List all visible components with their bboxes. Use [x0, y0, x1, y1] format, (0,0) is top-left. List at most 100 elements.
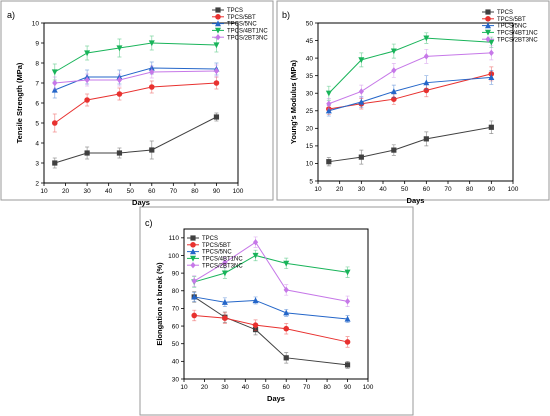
- legend-label: TPCS/4BT1NC: [497, 31, 538, 37]
- series-tpcs-5bt: [51, 76, 220, 133]
- data-point: [391, 67, 397, 74]
- data-point: [390, 88, 397, 95]
- x-axis-label: Days: [267, 394, 285, 403]
- x-tick-label: 50: [127, 188, 135, 195]
- plot-area-frame: [183, 228, 369, 380]
- x-tick-label: 90: [213, 188, 221, 195]
- data-point: [423, 53, 429, 60]
- data-point: [488, 124, 494, 130]
- data-point: [488, 74, 495, 81]
- data-point: [488, 39, 495, 46]
- legend-marker: [215, 20, 221, 27]
- series-tpcs: [326, 120, 494, 167]
- y-tick-label: 40: [306, 55, 314, 62]
- y-tick-label: 35: [306, 73, 314, 80]
- series-tpcs-2bt3nc: [326, 45, 494, 110]
- data-point: [252, 297, 259, 304]
- legend-marker: [190, 235, 196, 241]
- panel-b: b)10 20 30 40 50 60 70 80 90 10051015202530354045…: [276, 0, 550, 205]
- panel-label: a): [7, 10, 15, 20]
- data-point: [51, 120, 58, 126]
- data-point: [283, 325, 290, 332]
- legend-label: TPCS/2BT3NC: [227, 35, 268, 41]
- data-point: [84, 76, 90, 84]
- y-axis-label: Young's Modulus (MPa): [289, 59, 298, 144]
- x-tick-label: 70: [170, 188, 178, 195]
- y-tick-label: 4: [35, 140, 39, 147]
- x-tick-label: 80: [323, 384, 331, 391]
- data-point: [283, 260, 290, 267]
- legend-marker: [485, 9, 491, 15]
- data-point: [149, 68, 155, 76]
- data-point: [116, 76, 123, 84]
- data-point: [358, 88, 364, 95]
- x-tick-label: 30: [221, 384, 229, 391]
- x-tick-label: 60: [423, 186, 431, 193]
- data-point: [344, 269, 351, 276]
- data-point: [391, 147, 397, 153]
- y-axis-label: Tensile Strength (MPa): [15, 62, 24, 143]
- series-tpcs-5bt: [191, 309, 351, 348]
- legend-label: TPCS/2BT3NC: [497, 37, 538, 43]
- x-tick-label: 10: [180, 384, 188, 391]
- y-tick-label: 5: [35, 120, 39, 127]
- data-point: [283, 309, 290, 316]
- legend-label: TPCS/4BT1NC: [227, 29, 268, 35]
- x-tick-label: 10: [314, 186, 322, 193]
- series-tpcs-2bt3nc: [191, 236, 351, 307]
- x-tick-label: 100: [363, 384, 374, 391]
- x-tick-label: 40: [379, 186, 387, 193]
- data-point: [423, 136, 429, 142]
- panel-label: c): [145, 218, 153, 228]
- data-point: [191, 277, 197, 285]
- y-tick-label: 8: [35, 60, 39, 67]
- data-point: [344, 315, 351, 322]
- data-point: [252, 322, 259, 328]
- x-tick-label: 100: [508, 186, 519, 193]
- y-tick-label: 25: [306, 108, 314, 115]
- data-point: [148, 84, 155, 90]
- y-tick-label: 50: [306, 20, 314, 27]
- data-point: [84, 97, 90, 103]
- data-point: [116, 150, 123, 156]
- x-tick-label: 90: [488, 186, 496, 193]
- data-point: [51, 86, 58, 93]
- legend-label: TPCS/2BT3NC: [202, 263, 243, 269]
- series-tpcs: [52, 112, 220, 169]
- y-tick-label: 15: [306, 143, 314, 150]
- data-point: [149, 147, 155, 153]
- y-tick-label: 90: [172, 270, 180, 277]
- y-axis-label: Elongation at break (%): [155, 262, 164, 346]
- data-point: [283, 286, 289, 294]
- x-tick-label: 60: [283, 384, 291, 391]
- legend-label: TPCS/4BT1NC: [202, 257, 243, 263]
- legend-marker: [190, 255, 196, 262]
- legend-marker: [190, 262, 196, 269]
- legend-marker: [215, 34, 221, 41]
- data-point: [423, 35, 430, 42]
- legend-label: TPCS/5BT: [227, 15, 256, 21]
- legend-label: TPCS/5NC: [497, 24, 527, 30]
- legend-marker: [485, 29, 491, 36]
- y-tick-label: 10: [32, 20, 40, 27]
- data-point: [283, 355, 289, 361]
- series-tpcs-4bt1nc: [51, 35, 220, 81]
- y-tick-label: 80: [172, 288, 180, 295]
- x-axis-label: Days: [132, 198, 150, 207]
- legend: TPCSTPCS/5BTTPCS/5NCTPCS/4BT1NCTPCS/2BT3…: [482, 9, 538, 43]
- legend-marker: [190, 242, 196, 248]
- data-point: [325, 90, 332, 97]
- data-point: [252, 252, 259, 259]
- y-tick-label: 6: [35, 100, 39, 107]
- legend-marker: [190, 248, 196, 255]
- x-tick-label: 30: [83, 188, 91, 195]
- y-tick-label: 10: [306, 161, 314, 168]
- y-tick-label: 30: [172, 376, 180, 383]
- panel-frame: [276, 0, 550, 201]
- x-tick-label: 40: [105, 188, 113, 195]
- x-tick-label: 80: [466, 186, 474, 193]
- x-tick-label: 20: [336, 186, 344, 193]
- data-point: [52, 160, 58, 166]
- data-point: [84, 150, 90, 156]
